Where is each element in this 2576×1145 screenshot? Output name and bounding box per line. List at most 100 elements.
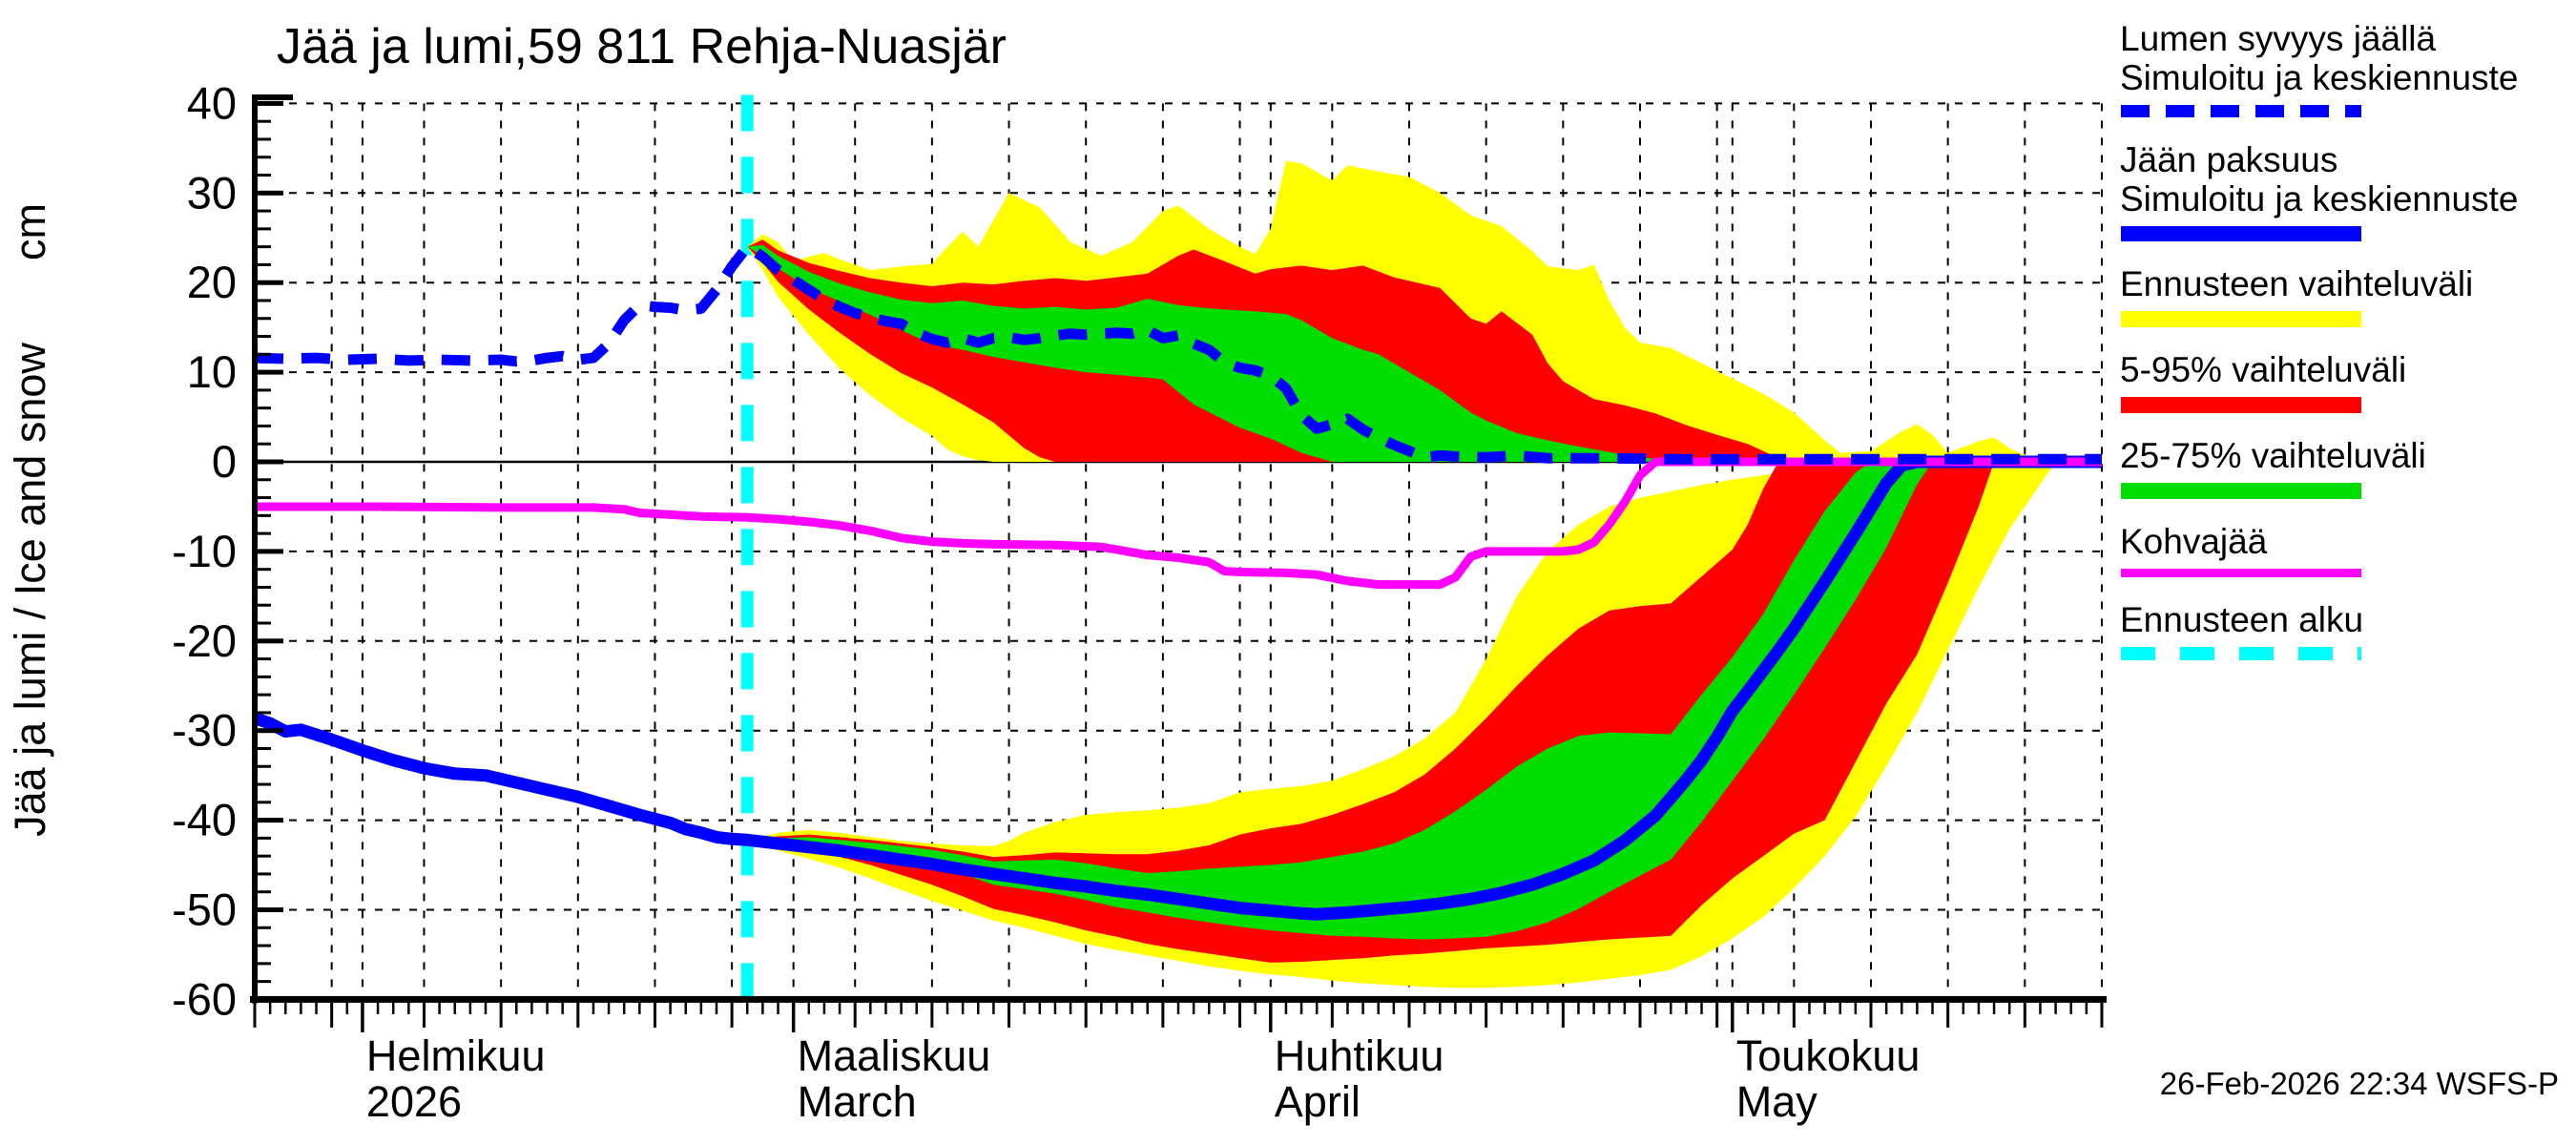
x-day-tick <box>915 1002 918 1014</box>
x-month-label-fi: Toukokuu <box>1736 1031 1921 1080</box>
x-day-tick <box>1792 1002 1796 1028</box>
legend-item-6: Kohvajää <box>2120 522 2568 577</box>
x-day-tick <box>1500 1002 1504 1014</box>
x-day-tick <box>2085 1002 2088 1014</box>
y-major-tick <box>258 190 283 196</box>
x-day-tick <box>1546 1002 1549 1014</box>
axes <box>250 94 2107 1032</box>
legend-label: Jään paksuus <box>2120 140 2338 179</box>
y-minor-tick <box>258 926 271 929</box>
x-day-tick <box>530 1002 533 1014</box>
x-day-tick <box>1638 1002 1642 1028</box>
line-snow-depth <box>254 241 2102 465</box>
legend-label: 25-75% vaihteluväli <box>2120 436 2426 475</box>
y-minor-tick <box>258 513 271 517</box>
x-day-tick <box>730 1002 734 1028</box>
x-day-tick <box>484 1002 488 1014</box>
y-minor-tick <box>258 442 271 446</box>
x-day-tick <box>438 1002 441 1014</box>
x-day-tick <box>1653 1002 1657 1014</box>
x-day-tick <box>407 1002 410 1014</box>
x-day-tick <box>638 1002 641 1014</box>
y-minor-tick <box>258 657 271 661</box>
x-day-tick <box>1592 1002 1595 1014</box>
x-day-tick <box>622 1002 626 1014</box>
x-day-tick <box>1008 1002 1011 1028</box>
legend-label: Kohvajää <box>2120 522 2268 561</box>
y-minor-tick <box>258 621 271 625</box>
x-day-tick <box>807 1002 811 1014</box>
y-minor-tick <box>258 675 271 678</box>
y-minor-tick <box>258 746 271 750</box>
y-minor-tick <box>258 764 271 768</box>
legend-sample-band <box>2121 483 2361 499</box>
x-day-tick <box>1146 1002 1149 1014</box>
legend-label: Ennusteen vaihteluväli <box>2120 264 2474 303</box>
y-minor-tick <box>258 119 271 123</box>
x-day-tick <box>1192 1002 1195 1014</box>
y-minor-tick <box>258 496 271 500</box>
x-day-tick <box>1469 1002 1472 1014</box>
y-minor-tick <box>258 262 271 266</box>
x-day-tick <box>300 1002 302 1014</box>
x-day-tick <box>1931 1002 1934 1014</box>
x-day-tick <box>1454 1002 1457 1014</box>
x-day-tick <box>515 1002 518 1014</box>
x-day-tick <box>1561 1002 1565 1028</box>
x-day-tick <box>376 1002 380 1014</box>
x-day-tick <box>576 1002 580 1028</box>
x-day-tick <box>468 1002 472 1014</box>
y-minor-tick <box>258 872 271 876</box>
x-day-tick <box>391 1002 395 1014</box>
y-minor-tick <box>258 531 271 535</box>
y-major-tick <box>258 818 283 823</box>
x-day-tick <box>777 1002 779 1014</box>
x-day-tick <box>453 1002 456 1014</box>
y-minor-tick <box>258 890 271 894</box>
x-day-tick <box>869 1002 872 1014</box>
y-tick-label: 10 <box>187 346 237 397</box>
x-day-tick <box>1223 1002 1226 1014</box>
y-major-tick <box>258 907 283 912</box>
y-minor-tick <box>258 603 271 607</box>
y-major-tick <box>258 996 283 1002</box>
y-minor-tick <box>258 388 271 392</box>
x-month-label-en: May <box>1736 1077 1818 1126</box>
x-day-tick <box>253 1002 257 1028</box>
y-minor-tick <box>258 245 271 249</box>
x-day-tick <box>822 1002 826 1014</box>
band-snow-25-75 <box>747 244 2102 462</box>
y-tick-label: -20 <box>172 615 237 666</box>
y-tick-label: -10 <box>172 526 237 576</box>
x-day-tick <box>945 1002 949 1014</box>
x-day-tick <box>900 1002 903 1014</box>
x-day-tick <box>2007 1002 2011 1014</box>
x-month-label-fi: Huhtikuu <box>1275 1031 1444 1080</box>
y-minor-tick <box>258 209 271 213</box>
data-lines <box>252 241 2102 921</box>
x-month-label-fi: Helmikuu <box>366 1031 546 1080</box>
x-day-tick <box>1515 1002 1519 1014</box>
legend-label: Lumen syvyys jäällä <box>2120 19 2437 58</box>
x-day-tick <box>699 1002 703 1014</box>
legend-label: Simuloitu ja keskiennuste <box>2120 179 2519 219</box>
x-day-tick <box>1392 1002 1396 1014</box>
x-day-tick <box>1746 1002 1750 1014</box>
x-day-tick <box>853 1002 857 1028</box>
x-day-tick <box>1284 1002 1288 1014</box>
legend-sample-dashed-line <box>2121 105 2361 117</box>
legend-item-1: Lumen syvyys jäällä Simuloitu ja keskienn… <box>2120 19 2568 117</box>
y-minor-tick <box>258 711 271 715</box>
x-day-tick <box>268 1002 272 1014</box>
x-day-tick <box>1377 1002 1380 1014</box>
x-month-label-fi: Maaliskuu <box>798 1031 991 1080</box>
x-day-tick <box>1115 1002 1118 1014</box>
y-minor-tick <box>258 854 271 858</box>
y-minor-tick <box>258 782 271 786</box>
line-ice-thickness <box>252 455 2102 921</box>
y-minor-tick <box>258 478 271 482</box>
x-day-tick <box>1776 1002 1780 1014</box>
y-minor-tick <box>258 317 271 321</box>
x-day-tick <box>1946 1002 1950 1028</box>
